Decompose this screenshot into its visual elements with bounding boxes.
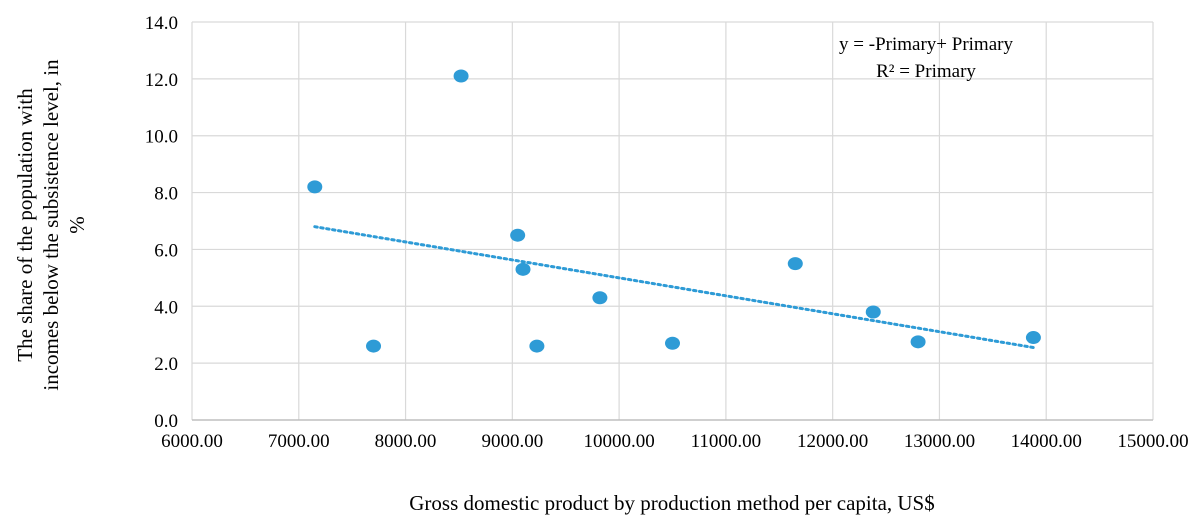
y-tick-label: 10.0: [145, 127, 178, 148]
x-tick-labels: 6000.00 7000.00 8000.00 9000.00 10000.00 1100…: [161, 431, 1189, 452]
y-tick-label: 14.0: [145, 13, 178, 34]
x-tick-label: 13000.00: [904, 431, 975, 452]
data-point: [665, 336, 680, 350]
x-tick-label: 8000.00: [375, 431, 437, 452]
grid-lines: [191, 21, 1154, 420]
data-point: [787, 257, 803, 271]
y-tick-label: 12.0: [145, 70, 178, 91]
data-point: [510, 228, 526, 242]
trendline-equation: y = -Primary+ Primary: [839, 34, 1013, 55]
data-points: [307, 69, 1041, 353]
y-axis-title-line-3: %: [65, 216, 89, 234]
y-tick-labels: 0.0 2.0 4.0 6.0 8.0 10.0 12.0 14.0: [145, 13, 178, 432]
y-axis-title-line-1: The share of the population with: [13, 88, 37, 362]
x-tick-label: 6000.00: [161, 431, 223, 452]
data-point: [865, 305, 881, 319]
x-tick-label: 12000.00: [797, 431, 868, 452]
y-tick-label: 6.0: [154, 240, 178, 261]
x-tick-label: 9000.00: [481, 431, 543, 452]
x-tick-label: 7000.00: [268, 431, 330, 452]
y-tick-label: 4.0: [154, 297, 178, 318]
x-tick-label: 10000.00: [583, 431, 654, 452]
trendline: [313, 225, 1035, 350]
y-axis-title: The share of the population with incomes…: [13, 59, 89, 391]
data-point: [592, 291, 608, 305]
y-axis-title-line-2: incomes below the subsistence level, in: [39, 59, 63, 391]
data-point: [366, 339, 382, 353]
data-point: [1025, 331, 1041, 345]
data-point: [307, 180, 323, 194]
x-tick-label: 14000.00: [1011, 431, 1082, 452]
x-tick-label: 15000.00: [1117, 431, 1188, 452]
data-point: [515, 262, 531, 276]
r-squared-label: R² = Primary: [876, 61, 976, 82]
y-tick-label: 0.0: [154, 411, 178, 432]
x-tick-label: 11000.00: [691, 431, 762, 452]
x-axis-title: Gross domestic product by production met…: [409, 491, 934, 515]
trendline-group: [313, 225, 1035, 350]
y-tick-label: 8.0: [154, 184, 178, 205]
data-point: [910, 335, 926, 349]
data-point: [529, 339, 545, 353]
y-tick-label: 2.0: [154, 354, 178, 375]
data-point: [453, 69, 469, 83]
